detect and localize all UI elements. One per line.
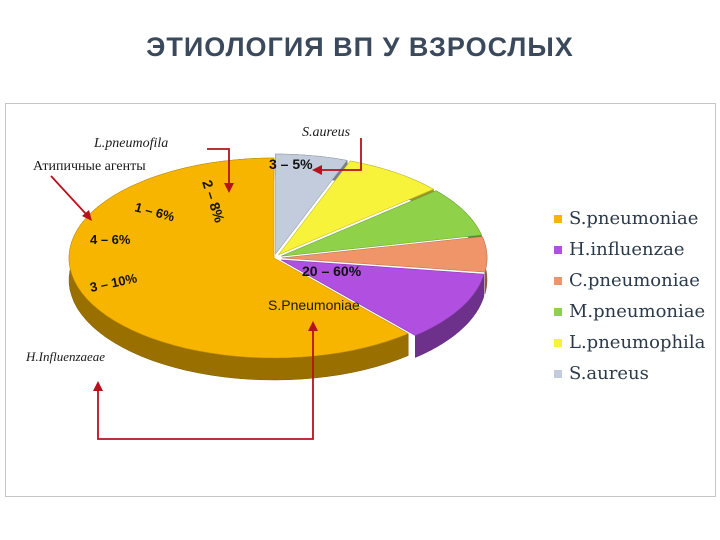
pie-slice-l-pneumophila: [277, 160, 435, 256]
legend-label: M.pneumoniae: [569, 301, 705, 322]
annotation-s-pneumoniae: S.Pneumoniae: [268, 297, 360, 313]
legend-swatch: [554, 277, 562, 285]
arrowhead-s-aureus: [312, 165, 322, 175]
slice-label-s-pneumoniae: 20 – 60%: [302, 263, 362, 279]
legend-label: H.influenzae: [569, 239, 684, 260]
annotation-atypical-agents: Атипичные агенты: [33, 159, 146, 174]
arrowhead-s-pneumoniae: [308, 321, 318, 331]
arrowhead-h-influenzae: [93, 381, 103, 391]
pie-slice-c-pneumoniae: [281, 236, 488, 273]
annotation-h-influenzae: H.Influenzaeae: [25, 349, 105, 364]
legend-label: L.pneumophila: [569, 332, 706, 353]
pie-slice-s-pneumoniae: [68, 157, 409, 359]
legend-label: S.aureus: [569, 363, 649, 384]
page-title: ЭТИОЛОГИЯ ВП У ВЗРОСЛЫХ: [146, 32, 574, 62]
pie-slice-s-aureus: [275, 153, 348, 255]
annotation-s-aureus: S.aureus: [302, 125, 351, 140]
legend-swatch: [554, 246, 562, 254]
legend-swatch: [554, 339, 562, 347]
slice-label-s-aureus: 3 – 5%: [269, 156, 313, 172]
legend-swatch: [554, 308, 562, 316]
annotation-l-pneumofila: L.pneumofila: [93, 136, 168, 151]
arrow-s-pneumoniae-h-influenzae: [97, 330, 314, 440]
legend-label: C.pneumoniae: [569, 270, 700, 291]
arrow-atypical-agents: [50, 175, 87, 215]
arrow-l-pneumofila: [207, 148, 230, 183]
pie-slice-m-pneumoniae: [281, 190, 482, 257]
legend-label: S.pneumoniae: [569, 208, 698, 229]
arrowhead-atypical-agents: [82, 210, 92, 221]
slice-label-c-pneumoniae: 4 – 6%: [90, 232, 131, 247]
chart-area: 20 – 60% S.Pneumoniae 3 – 10% 4 – 6% 1 –…: [5, 103, 716, 497]
arrowhead-l-pneumofila: [224, 183, 234, 193]
pie-chart: 20 – 60% S.Pneumoniae 3 – 10% 4 – 6% 1 –…: [25, 125, 706, 440]
legend-swatch: [554, 370, 562, 378]
pie-slice-h-influenzae: [280, 259, 485, 336]
arrow-s-aureus: [322, 138, 362, 171]
legend-swatch: [554, 215, 562, 223]
